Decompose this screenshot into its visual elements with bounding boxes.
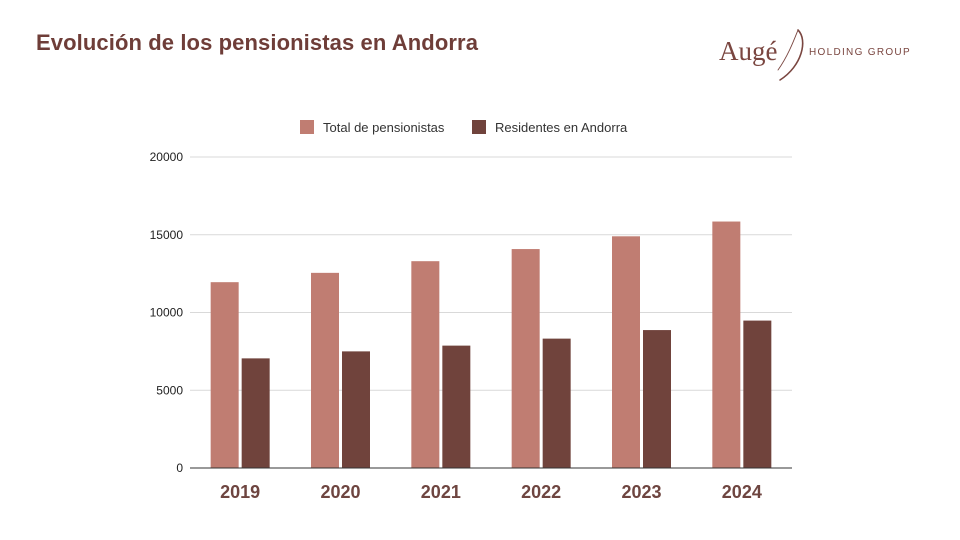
- y-tick-label: 0: [176, 461, 183, 475]
- y-tick-label: 20000: [150, 150, 184, 164]
- bar-2023-series-1: [612, 236, 640, 468]
- x-axis-ticks: 2019 2020 2021 2022 2023 2024: [220, 482, 762, 502]
- logo-subtitle: HOLDING GROUP: [809, 47, 911, 58]
- bar-2024-series-1: [712, 221, 741, 468]
- bar-2019-series-2: [241, 358, 270, 468]
- x-tick-label: 2022: [521, 482, 561, 502]
- y-axis-ticks: 0 5000 10000 15000 20000: [150, 150, 184, 475]
- bar-2019-series-1: [210, 282, 239, 468]
- bar-2024-series-2: [743, 320, 772, 468]
- y-tick-label: 10000: [150, 306, 184, 320]
- bar-2021-series-2: [442, 345, 471, 468]
- gridlines: [190, 156, 792, 391]
- auge-holding-logo: Augé HOLDING GROUP: [716, 26, 926, 88]
- bar-2023-series-2: [643, 330, 671, 468]
- y-tick-label: 15000: [150, 228, 184, 242]
- logo-wordmark: Augé: [719, 36, 778, 66]
- x-tick-label: 2024: [722, 482, 762, 502]
- chart-title: Evolución de los pensionistas en Andorra: [36, 30, 479, 55]
- legend-swatch: [472, 120, 486, 134]
- x-tick-label: 2021: [421, 482, 461, 502]
- legend-label: Total de pensionistas: [323, 120, 445, 135]
- x-tick-label: 2023: [621, 482, 661, 502]
- bar-2022-series-1: [511, 249, 540, 468]
- x-tick-label: 2020: [320, 482, 360, 502]
- bar-2020-series-2: [342, 351, 370, 468]
- y-tick-label: 5000: [156, 383, 183, 397]
- bar-2022-series-2: [542, 338, 571, 468]
- x-tick-label: 2019: [220, 482, 260, 502]
- bar-2020-series-1: [311, 272, 339, 468]
- legend-label: Residentes en Andorra: [495, 120, 628, 135]
- legend-swatch: [300, 120, 314, 134]
- bar-2021-series-1: [411, 261, 440, 468]
- bars: [210, 221, 772, 468]
- logo-swoosh-icon: [777, 29, 804, 81]
- legend: Total de pensionistas Residentes en Andor…: [300, 120, 628, 135]
